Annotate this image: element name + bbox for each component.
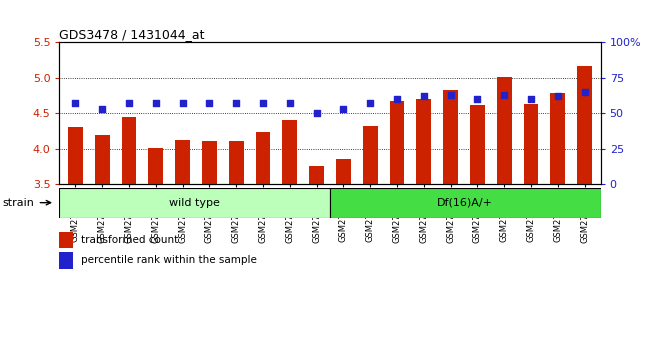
Point [579,89,590,95]
Text: strain: strain [3,198,51,208]
Point [525,96,536,102]
Point [231,101,242,106]
Bar [523,104,539,184]
Point [365,101,376,106]
Bar [363,126,378,184]
Point [124,101,135,106]
Text: wild type: wild type [169,198,220,208]
Bar [59,252,73,269]
Point [312,110,322,116]
Bar [550,93,565,184]
Point [284,101,295,106]
Bar [310,166,324,184]
Point [150,101,161,106]
Text: transformed count: transformed count [81,235,178,245]
Bar [470,105,484,184]
Point [70,101,81,106]
Point [499,92,510,98]
Point [204,101,214,106]
Bar [95,135,110,184]
Point [472,96,482,102]
Bar [229,141,244,184]
Bar [282,120,297,184]
Bar [577,66,592,184]
Bar [59,232,73,248]
Text: GDS3478 / 1431044_at: GDS3478 / 1431044_at [59,28,205,41]
Bar [330,188,601,218]
Point [97,106,108,112]
Bar [444,90,458,184]
Text: percentile rank within the sample: percentile rank within the sample [81,256,257,266]
Point [552,93,563,99]
Point [338,106,348,112]
Bar [59,188,330,218]
Bar [121,117,137,184]
Point [178,101,188,106]
Bar [389,101,405,184]
Point [418,93,429,99]
Point [446,92,456,98]
Bar [202,141,216,184]
Bar [255,132,271,184]
Bar [68,127,83,184]
Bar [176,140,190,184]
Point [391,96,402,102]
Text: Df(16)A/+: Df(16)A/+ [438,198,493,208]
Bar [416,99,431,184]
Bar [336,159,350,184]
Point [258,101,269,106]
Bar [497,77,512,184]
Bar [148,148,163,184]
